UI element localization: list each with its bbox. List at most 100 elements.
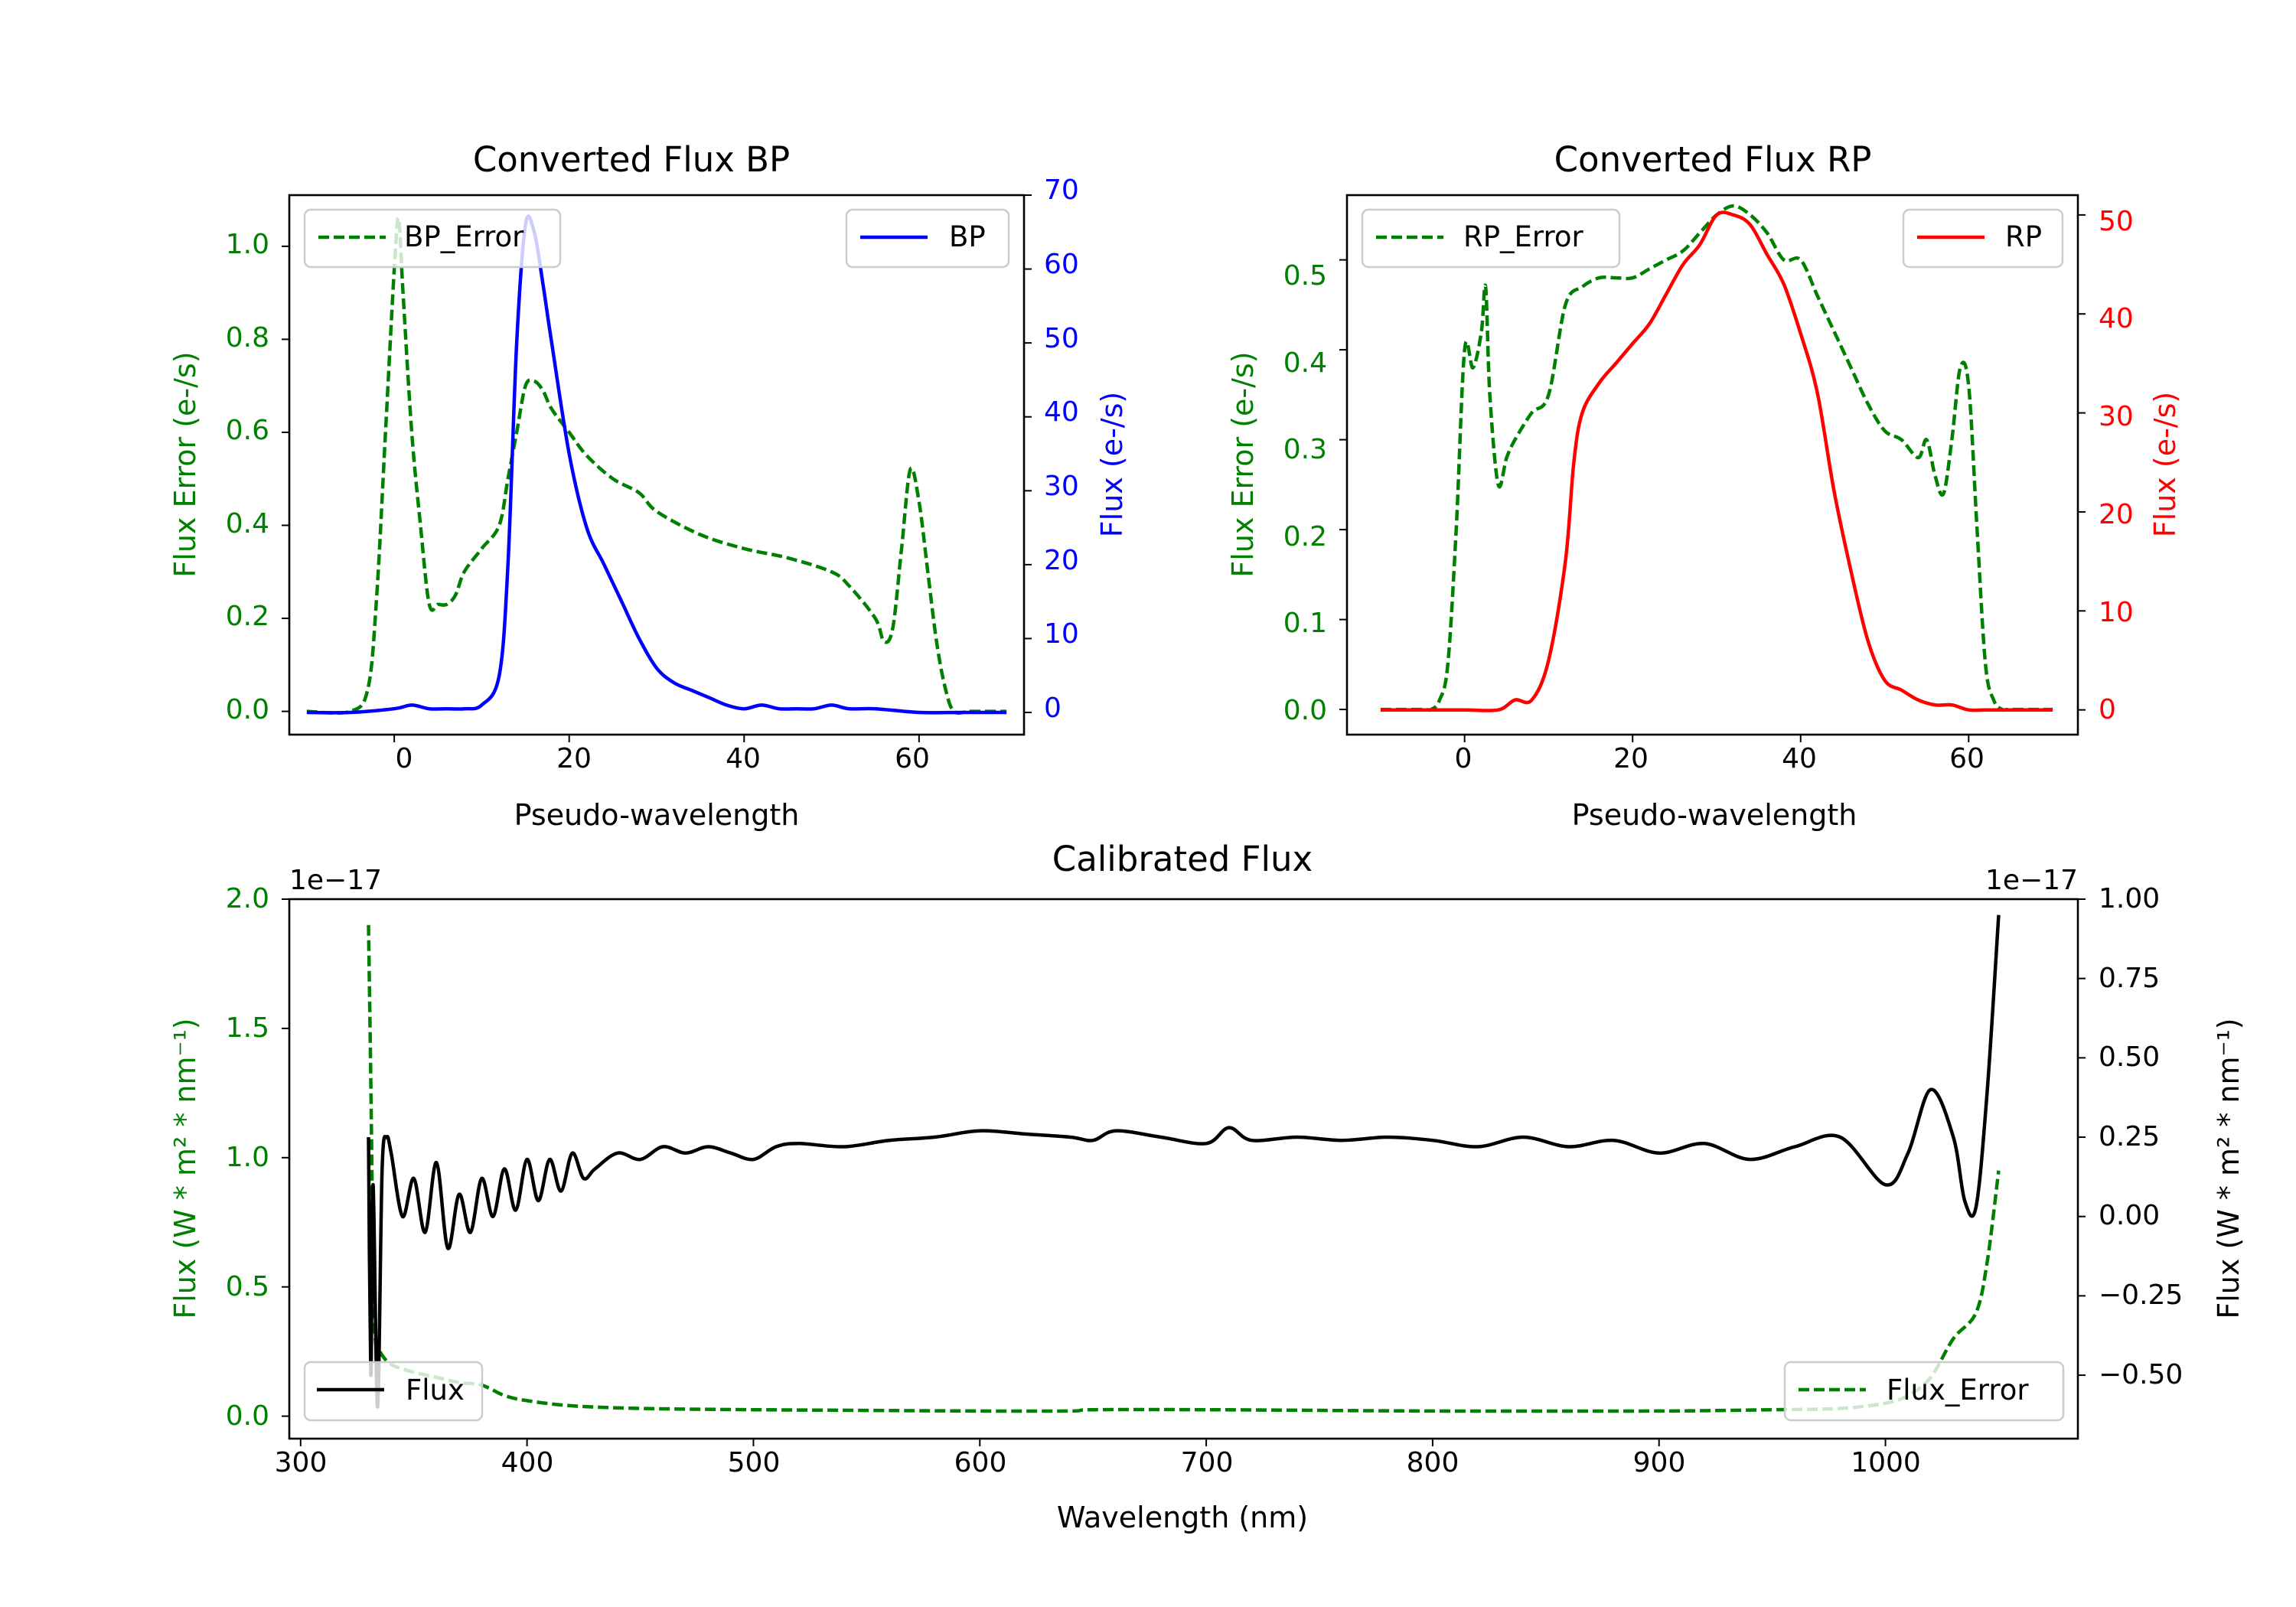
y-tick-label: 40 bbox=[2099, 303, 2134, 334]
y-tick-label: 50 bbox=[1044, 323, 1079, 354]
axes-frame bbox=[288, 898, 2079, 1440]
x-tick-label: 300 bbox=[275, 1447, 328, 1478]
x-tick-label: 60 bbox=[1949, 743, 1985, 774]
y-tick-label: 0.4 bbox=[1283, 347, 1327, 379]
y-tick-label: 0.00 bbox=[2099, 1200, 2160, 1231]
y-axis-label-right: Flux (e-/s) bbox=[2148, 392, 2182, 537]
legend-box bbox=[303, 1361, 484, 1422]
y-tick-label: 0.6 bbox=[226, 415, 269, 446]
legend-label: RP bbox=[2005, 220, 2042, 253]
y-axis-label-left: Flux Error (e-/s) bbox=[1226, 351, 1260, 577]
legend-label: Flux_Error bbox=[1887, 1374, 2029, 1407]
legend-left: Flux bbox=[303, 1361, 484, 1422]
y-tick-label: −0.50 bbox=[2099, 1359, 2183, 1390]
x-tick-label: 0 bbox=[396, 743, 413, 774]
legend-box bbox=[303, 208, 562, 269]
y-tick-label: 0.1 bbox=[1283, 608, 1327, 639]
x-tick-labels: 0 20 40 60 bbox=[396, 743, 930, 774]
chart-title: Converted Flux RP bbox=[1554, 139, 1872, 180]
y-tick-labels-right: 0 10 20 30 40 50 60 70 bbox=[1044, 174, 1079, 724]
y-tick-label: 60 bbox=[1044, 249, 1079, 280]
legend-label: Flux bbox=[406, 1374, 465, 1407]
offset-label-left: 1e−17 bbox=[289, 865, 382, 896]
series-line-bp bbox=[306, 214, 1007, 715]
x-tick-label: 60 bbox=[895, 743, 930, 774]
legend-box bbox=[1361, 208, 1621, 269]
legend-right: RP bbox=[1902, 208, 2064, 269]
y-tick-label: 0.25 bbox=[2099, 1121, 2160, 1152]
x-tick-label: 20 bbox=[1613, 743, 1649, 774]
y-tick-label: 0.8 bbox=[226, 322, 269, 354]
y-tick-label: 0 bbox=[2099, 694, 2116, 725]
y-tick-label: 1.0 bbox=[226, 229, 269, 260]
legend-label: BP bbox=[949, 220, 986, 253]
y-tick-label: 0.2 bbox=[1283, 521, 1327, 553]
y-axis-label-left: Flux Error (e-/s) bbox=[168, 351, 202, 577]
legend-right: BP bbox=[845, 208, 1010, 269]
y-tick-label: 30 bbox=[2099, 401, 2134, 432]
y-tick-label: 10 bbox=[1044, 618, 1079, 650]
series-line-flux bbox=[367, 914, 2001, 1409]
y-tick-labels-left: 0.0 0.1 0.2 0.3 0.4 0.5 bbox=[1283, 260, 1327, 726]
x-axis-label: Pseudo-wavelength bbox=[514, 798, 800, 832]
axes-frame bbox=[288, 194, 1026, 736]
y-tick-label: 0.2 bbox=[226, 601, 269, 632]
y-tick-label: 0.0 bbox=[226, 694, 269, 725]
chart-title: Calibrated Flux bbox=[1052, 839, 1313, 879]
y-tick-label: 0.5 bbox=[1283, 260, 1327, 292]
y-tick-label: 0.75 bbox=[2099, 963, 2160, 994]
series-line-rp-error bbox=[1380, 204, 2053, 712]
x-tick-label: 900 bbox=[1633, 1447, 1686, 1478]
legend-left: BP_Error bbox=[303, 208, 562, 269]
x-tick-label: 40 bbox=[726, 743, 761, 774]
legend-label: BP_Error bbox=[404, 220, 524, 253]
y-tick-label: 0.3 bbox=[1283, 434, 1327, 465]
axes-frame bbox=[1345, 194, 2079, 736]
y-tick-label: 0.5 bbox=[226, 1271, 269, 1302]
x-axis-label: Wavelength (nm) bbox=[1057, 1501, 1308, 1534]
y-tick-label: 20 bbox=[1044, 545, 1079, 576]
y-tick-label: 0.0 bbox=[226, 1400, 269, 1432]
series-group bbox=[1339, 204, 2086, 742]
x-tick-label: 800 bbox=[1407, 1447, 1459, 1478]
y-axis-label-right: Flux (W * m² * nm⁻¹) bbox=[2212, 1018, 2245, 1319]
y-tick-label: 20 bbox=[2099, 499, 2134, 530]
x-tick-labels: 0 20 40 60 bbox=[1455, 743, 1985, 774]
y-tick-label: 0.0 bbox=[1283, 695, 1327, 726]
y-tick-label: 40 bbox=[1044, 396, 1079, 428]
y-tick-label: 0.4 bbox=[226, 508, 269, 539]
y-tick-label: 70 bbox=[1044, 174, 1079, 206]
y-tick-labels-left: 0.0 0.5 1.0 1.5 2.0 bbox=[226, 883, 269, 1432]
x-tick-label: 0 bbox=[1455, 743, 1473, 774]
x-tick-label: 1000 bbox=[1851, 1447, 1921, 1478]
legend-right: Flux_Error bbox=[1783, 1361, 2065, 1422]
legend-label: RP_Error bbox=[1463, 220, 1583, 253]
y-axis-label-left: Flux (W * m² * nm⁻¹) bbox=[168, 1018, 202, 1319]
legend-box bbox=[1783, 1361, 2065, 1422]
y-tick-label: 1.00 bbox=[2099, 883, 2160, 914]
y-tick-label: 30 bbox=[1044, 471, 1079, 502]
y-tick-labels-right: 0 10 20 30 40 50 bbox=[2099, 206, 2134, 725]
x-tick-label: 40 bbox=[1782, 743, 1817, 774]
y-tick-labels-right: −0.50 −0.25 0.00 0.25 0.50 0.75 1.00 bbox=[2099, 883, 2183, 1390]
y-tick-label: 10 bbox=[2099, 597, 2134, 628]
x-tick-label: 20 bbox=[556, 743, 592, 774]
x-tick-label: 700 bbox=[1181, 1447, 1234, 1478]
series-line-rp bbox=[1380, 210, 2053, 712]
y-tick-label: 2.0 bbox=[226, 883, 269, 914]
y-tick-labels-left: 0.0 0.2 0.4 0.6 0.8 1.0 bbox=[226, 229, 269, 725]
chart-calibrated: Calibrated Flux 1e−17 1e−17 300 400 500 … bbox=[168, 839, 2245, 1534]
chart-title: Converted Flux BP bbox=[473, 139, 790, 180]
legend-left: RP_Error bbox=[1361, 208, 1621, 269]
y-tick-label: 50 bbox=[2099, 206, 2134, 237]
y-tick-label: 1.5 bbox=[226, 1012, 269, 1044]
y-tick-label: 0.50 bbox=[2099, 1041, 2160, 1073]
chart-rp: Converted Flux RP 0 20 40 60 0.0 0.1 0.2… bbox=[1226, 139, 2182, 832]
y-tick-label: −0.25 bbox=[2099, 1279, 2183, 1311]
y-tick-label: 0 bbox=[1044, 693, 1062, 724]
y-axis-label-right: Flux (e-/s) bbox=[1095, 392, 1129, 537]
x-tick-label: 500 bbox=[728, 1447, 781, 1478]
x-tick-label: 400 bbox=[501, 1447, 554, 1478]
x-tick-labels: 300 400 500 600 700 800 900 1000 bbox=[275, 1447, 1921, 1478]
